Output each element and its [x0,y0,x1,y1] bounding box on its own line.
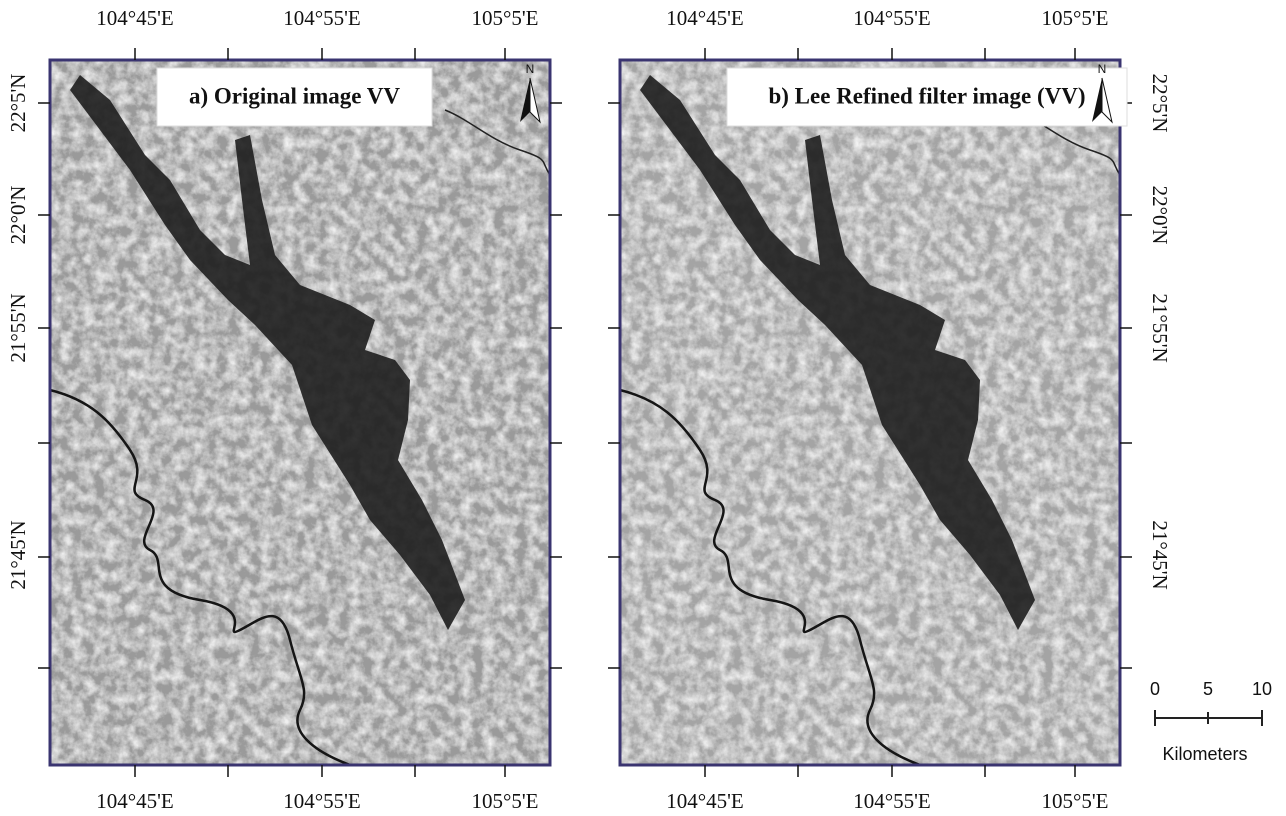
sar-image [620,60,1120,765]
river [619,388,921,767]
panel-title: a) Original image VV [189,83,400,108]
longitude-label: 104°55'E [283,789,361,813]
latitude-label: 21°45'N [6,520,30,589]
north-arrow [1101,77,1113,124]
longitude-label: 105°5'E [1041,789,1108,813]
latitude-label: 22°5'N [6,74,30,133]
scale-bar: 0 5 10 Kilometers [1150,679,1272,764]
scale-label: 10 [1252,679,1272,699]
north-label: N [526,62,535,76]
map-frame [618,58,1122,767]
map-frame [48,58,552,767]
north-arrow [529,77,541,124]
latitude-label: 22°0'N [6,186,30,245]
reservoir [640,75,1035,630]
longitude-label: 104°55'E [853,6,931,30]
longitude-label: 105°5'E [471,6,538,30]
longitude-label: 105°5'E [1041,6,1108,30]
scale-label: 5 [1203,679,1213,699]
river [49,388,351,767]
map-panel: 104°45'E 104°55'E 105°5'E 104°45'E 104°55'E 1… [6,6,562,813]
latitude-label: 21°55'N [1148,293,1172,362]
longitude-label: 104°55'E [283,6,361,30]
title-box [156,67,433,127]
scale-label: 0 [1150,679,1160,699]
latitude-label: 21°45'N [1148,520,1172,589]
river [444,109,551,176]
longitude-label: 105°5'E [471,789,538,813]
scale-unit: Kilometers [1162,744,1247,764]
north-label: N [1098,62,1107,76]
title-box [726,67,1128,127]
latitude-label: 22°5'N [1148,74,1172,133]
longitude-label: 104°55'E [853,789,931,813]
latitude-label: 21°55'N [6,293,30,362]
longitude-label: 104°45'E [96,789,174,813]
longitude-label: 104°45'E [666,6,744,30]
longitude-label: 104°45'E [96,6,174,30]
reservoir [70,75,465,630]
latitude-label: 22°0'N [1148,186,1172,245]
longitude-label: 104°45'E [666,789,744,813]
north-arrow [520,78,530,122]
panel-title: b) Lee Refined filter image (VV) [768,83,1085,108]
map-panel: 104°45'E 104°55'E 105°5'E 104°45'E 104°55'E 1… [608,6,1172,813]
sar-image [50,60,550,765]
north-arrow [1092,78,1102,122]
